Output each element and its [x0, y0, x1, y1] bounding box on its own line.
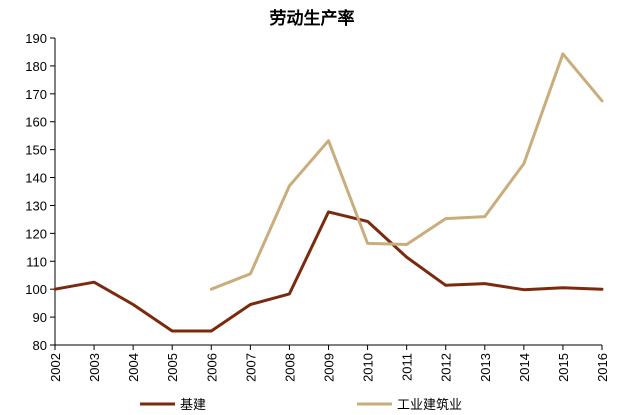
x-tick-label: 2004 — [126, 353, 141, 382]
x-tick-label: 2015 — [556, 353, 571, 382]
legend-label-jijian: 基建 — [180, 398, 206, 413]
x-tick-label: 2007 — [243, 353, 258, 382]
x-tick-label: 2012 — [439, 353, 454, 382]
legend-label-industrial-construction: 工业建筑业 — [397, 397, 462, 413]
x-tick-label: 2009 — [322, 353, 337, 382]
chart-series — [53, 52, 604, 333]
y-tick-label: 120 — [25, 226, 47, 241]
x-tick-label: 2014 — [517, 353, 532, 382]
y-tick-label: 180 — [25, 59, 47, 74]
x-tick-label: 2011 — [400, 353, 415, 381]
x-tick-label: 2016 — [595, 353, 610, 382]
y-tick-label: 80 — [33, 338, 47, 353]
y-tick-label: 90 — [33, 310, 47, 325]
x-tick-label: 2013 — [478, 353, 493, 382]
y-tick-label: 130 — [25, 198, 47, 213]
series-line-industrial-construction — [209, 52, 604, 291]
chart-axes: 80 90 100 110 120 130 140 150 160 170 180 190 2002 20… — [25, 31, 610, 382]
x-tick-label: 2010 — [361, 353, 376, 382]
chart-legend: 基建 工业建筑业 — [140, 397, 462, 413]
x-tick-label: 2002 — [48, 353, 63, 382]
x-tick-label: 2003 — [87, 353, 102, 382]
y-tick-label: 110 — [26, 254, 47, 269]
y-tick-label: 170 — [25, 87, 47, 102]
y-tick-label: 100 — [25, 282, 47, 297]
x-tick-label: 2005 — [165, 353, 180, 382]
x-tick-label: 2008 — [282, 353, 297, 382]
y-tick-label: 160 — [25, 115, 47, 130]
y-tick-label: 140 — [25, 171, 47, 186]
x-tick-label: 2006 — [204, 353, 219, 382]
chart-title: 劳动生产率 — [269, 9, 355, 29]
series-line-jijian — [53, 210, 604, 333]
y-tick-label: 150 — [25, 143, 47, 158]
y-tick-label: 190 — [25, 31, 47, 46]
